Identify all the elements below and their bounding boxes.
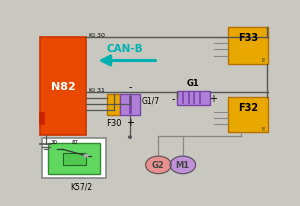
Text: CAN-B: CAN-B (106, 44, 143, 54)
Text: F30: F30 (106, 118, 122, 127)
Text: M1: M1 (176, 161, 190, 170)
FancyBboxPatch shape (107, 95, 120, 115)
Text: +: + (209, 94, 217, 103)
Circle shape (128, 136, 131, 138)
Text: -: - (172, 94, 175, 103)
Text: K57/2: K57/2 (70, 181, 92, 190)
FancyBboxPatch shape (39, 112, 44, 125)
FancyBboxPatch shape (40, 37, 86, 136)
FancyBboxPatch shape (120, 95, 140, 115)
Text: -: - (128, 82, 132, 92)
FancyBboxPatch shape (63, 154, 86, 165)
Text: N82: N82 (51, 82, 76, 91)
Text: E: E (262, 126, 266, 131)
Text: F32: F32 (238, 102, 258, 112)
FancyBboxPatch shape (228, 28, 268, 64)
Text: G2: G2 (152, 161, 165, 170)
Text: G1: G1 (187, 78, 200, 87)
Text: KI 31: KI 31 (89, 87, 104, 92)
Circle shape (146, 156, 171, 174)
Text: 30: 30 (50, 139, 57, 144)
FancyBboxPatch shape (228, 98, 268, 133)
FancyBboxPatch shape (177, 91, 210, 106)
Text: G1/7: G1/7 (142, 96, 160, 105)
Text: KI 30: KI 30 (89, 33, 104, 38)
Circle shape (84, 155, 88, 157)
Text: E: E (262, 58, 266, 63)
Circle shape (170, 156, 196, 174)
Text: F33: F33 (238, 33, 258, 43)
Text: 87: 87 (71, 139, 78, 144)
FancyBboxPatch shape (42, 138, 106, 179)
FancyBboxPatch shape (48, 144, 100, 175)
Text: +: + (126, 117, 134, 128)
